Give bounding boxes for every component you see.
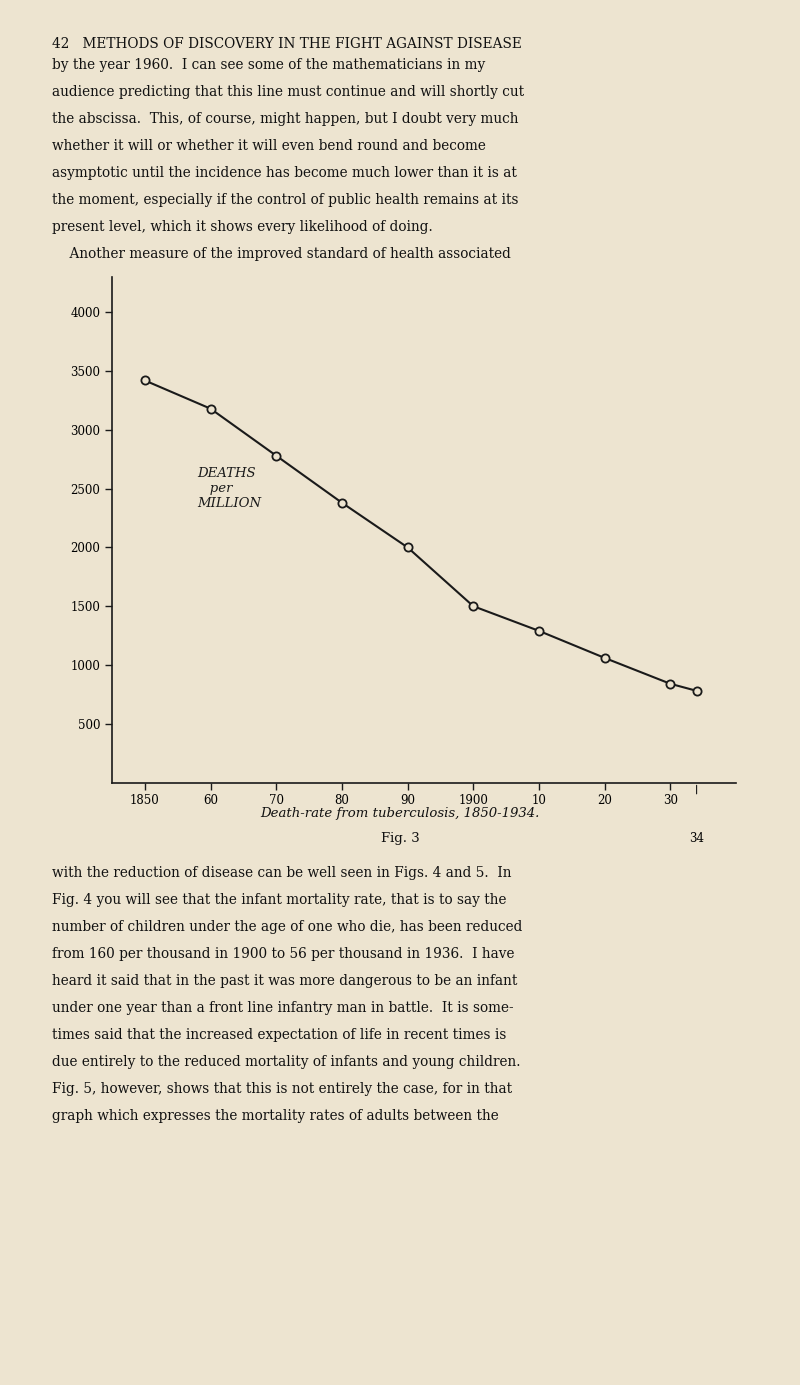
Point: [204, 397, 217, 420]
Text: audience predicting that this line must continue and will shortly cut: audience predicting that this line must …: [52, 86, 524, 100]
Text: present level, which it shows every likelihood of doing.: present level, which it shows every like…: [52, 220, 433, 234]
Text: under one year than a front line infantry man in battle.  It is some-: under one year than a front line infantr…: [52, 1000, 514, 1015]
Text: DEATHS
   per
MILLION: DEATHS per MILLION: [198, 467, 262, 510]
Point: [690, 680, 703, 702]
Text: from 160 per thousand in 1900 to 56 per thousand in 1936.  I have: from 160 per thousand in 1900 to 56 per …: [52, 947, 514, 961]
Text: heard it said that in the past it was more dangerous to be an infant: heard it said that in the past it was mo…: [52, 974, 518, 988]
Text: asymptotic until the incidence has become much lower than it is at: asymptotic until the incidence has becom…: [52, 166, 517, 180]
Text: the abscissa.  This, of course, might happen, but I doubt very much: the abscissa. This, of course, might hap…: [52, 112, 518, 126]
Text: number of children under the age of one who die, has been reduced: number of children under the age of one …: [52, 920, 522, 933]
Text: Fig. 4 you will see that the infant mortality rate, that is to say the: Fig. 4 you will see that the infant mort…: [52, 893, 506, 907]
Text: Another measure of the improved standard of health associated: Another measure of the improved standard…: [52, 248, 511, 262]
Point: [598, 647, 611, 669]
Text: by the year 1960.  I can see some of the mathematicians in my: by the year 1960. I can see some of the …: [52, 58, 486, 72]
Text: whether it will or whether it will even bend round and become: whether it will or whether it will even …: [52, 140, 486, 154]
Text: with the reduction of disease can be well seen in Figs. 4 and 5.  In: with the reduction of disease can be wel…: [52, 866, 511, 879]
Text: times said that the increased expectation of life in recent times is: times said that the increased expectatio…: [52, 1028, 506, 1042]
Point: [533, 620, 546, 643]
Point: [664, 673, 677, 695]
Text: graph which expresses the mortality rates of adults between the: graph which expresses the mortality rate…: [52, 1108, 498, 1123]
Point: [401, 536, 414, 558]
Text: Fig. 3: Fig. 3: [381, 832, 419, 845]
Text: Fig. 5, however, shows that this is not entirely the case, for in that: Fig. 5, however, shows that this is not …: [52, 1082, 512, 1096]
Point: [467, 596, 480, 618]
Text: due entirely to the reduced mortality of infants and young children.: due entirely to the reduced mortality of…: [52, 1055, 521, 1069]
Text: 42   METHODS OF DISCOVERY IN THE FIGHT AGAINST DISEASE: 42 METHODS OF DISCOVERY IN THE FIGHT AGA…: [52, 36, 522, 51]
Text: the moment, especially if the control of public health remains at its: the moment, especially if the control of…: [52, 194, 518, 208]
Point: [270, 445, 282, 467]
Text: Death-rate from tuberculosis, 1850-1934.: Death-rate from tuberculosis, 1850-1934.: [260, 807, 540, 820]
Point: [138, 370, 151, 392]
Text: 34: 34: [689, 832, 704, 845]
Point: [335, 492, 348, 514]
